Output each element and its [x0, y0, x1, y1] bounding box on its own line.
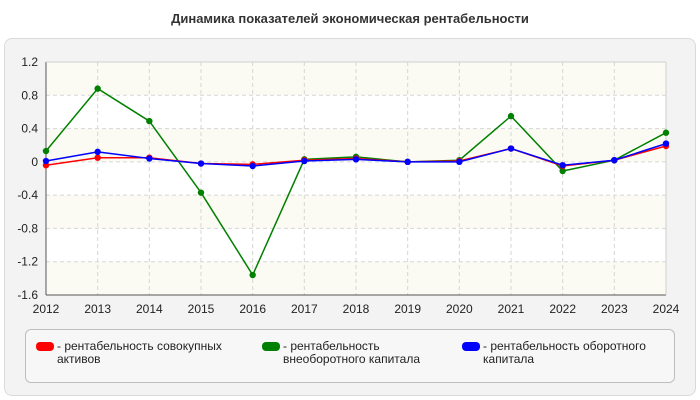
- series-point-1: [94, 85, 101, 92]
- series-point-1: [197, 189, 205, 196]
- y-tick-label: -1.6: [17, 288, 38, 302]
- x-tick-label: 2018: [343, 302, 370, 316]
- series-point-2: [662, 140, 670, 147]
- series-point-1: [146, 117, 153, 125]
- chart-legend: - рентабельность совокупных активов - ре…: [25, 329, 675, 383]
- y-tick-label: 1.2: [21, 55, 38, 69]
- x-tick-label: 2015: [188, 302, 215, 316]
- y-tick-label: -0.4: [17, 188, 38, 202]
- y-tick-label: -1.2: [17, 255, 38, 269]
- x-tick-label: 2016: [239, 302, 266, 316]
- legend-swatch-total-assets: [36, 342, 54, 351]
- legend-item-working-capital: - рентабельность оборотного капитала: [462, 340, 653, 366]
- x-tick-label: 2024: [653, 302, 680, 316]
- series-point-1: [507, 112, 515, 120]
- x-tick-label: 2023: [601, 302, 628, 316]
- series-point-2: [507, 145, 515, 152]
- series-point-1: [662, 129, 670, 136]
- series-point-1: [249, 271, 256, 279]
- series-point-2: [456, 158, 463, 166]
- y-tick-label: 0.8: [21, 88, 38, 102]
- series-point-2: [249, 162, 256, 170]
- x-tick-label: 2012: [33, 302, 60, 316]
- series-point-2: [197, 160, 205, 167]
- x-tick-label: 2014: [136, 302, 163, 316]
- series-point-1: [559, 167, 566, 175]
- series-point-2: [42, 157, 50, 165]
- series-point-2: [611, 156, 618, 164]
- x-tick-label: 2019: [394, 302, 421, 316]
- y-tick-label: 0: [31, 155, 38, 169]
- legend-label-fixed-capital: - рентабельность внеоборотного капитала: [283, 339, 420, 366]
- series-point-0: [94, 154, 101, 161]
- series-point-1: [42, 147, 50, 155]
- legend-item-total-assets: - рентабельность совокупных активов: [36, 340, 227, 366]
- series-point-2: [559, 161, 566, 169]
- series-point-2: [404, 158, 411, 166]
- legend-item-fixed-capital: - рентабельность внеоборотного капитала: [262, 340, 453, 366]
- x-tick-label: 2022: [549, 302, 576, 316]
- series-point-2: [301, 157, 308, 165]
- legend-swatch-working-capital: [462, 342, 480, 351]
- x-tick-label: 2021: [498, 302, 525, 316]
- series-point-2: [352, 156, 360, 163]
- x-tick-label: 2017: [291, 302, 318, 316]
- series-point-2: [94, 148, 101, 156]
- chart-title: Динамика показателей экономическая рента…: [171, 11, 529, 26]
- series-point-2: [146, 155, 153, 162]
- x-tick-label: 2020: [446, 302, 473, 316]
- y-tick-label: -0.8: [17, 221, 38, 235]
- x-tick-label: 2013: [84, 302, 111, 316]
- legend-label-total-assets: - рентабельность совокупных активов: [57, 339, 222, 366]
- y-tick-label: 0.4: [21, 122, 38, 136]
- legend-label-working-capital: - рентабельность оборотного капитала: [483, 339, 646, 366]
- legend-swatch-fixed-capital: [262, 342, 280, 351]
